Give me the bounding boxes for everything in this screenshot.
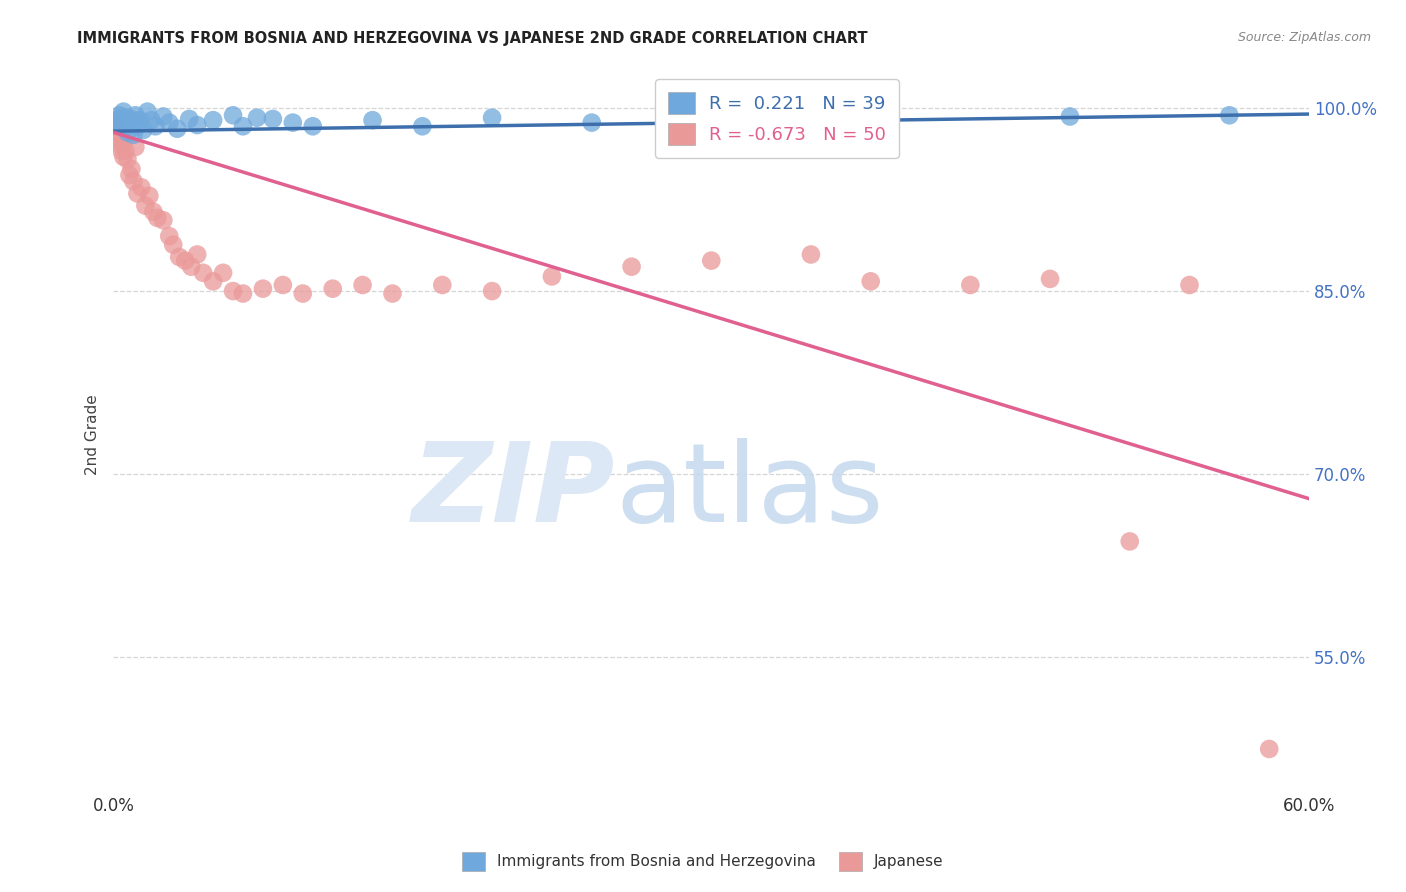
- Point: [1258, 742, 1281, 756]
- Point: [411, 120, 433, 134]
- Point: [136, 104, 159, 119]
- Point: [108, 137, 131, 152]
- Point: [186, 118, 208, 132]
- Point: [959, 278, 981, 293]
- Point: [800, 247, 823, 261]
- Point: [1039, 272, 1062, 286]
- Point: [143, 120, 166, 134]
- Point: [127, 120, 149, 134]
- Point: [1218, 108, 1240, 122]
- Point: [166, 121, 188, 136]
- Point: [157, 229, 180, 244]
- Point: [108, 112, 131, 126]
- Point: [152, 110, 174, 124]
- Text: ZIP: ZIP: [412, 438, 616, 545]
- Point: [212, 266, 235, 280]
- Point: [124, 108, 146, 122]
- Point: [481, 284, 503, 298]
- Point: [110, 128, 132, 142]
- Point: [262, 112, 284, 126]
- Point: [232, 286, 254, 301]
- Point: [246, 111, 269, 125]
- Point: [291, 286, 314, 301]
- Point: [110, 115, 132, 129]
- Point: [122, 128, 145, 142]
- Point: [179, 112, 201, 126]
- Point: [352, 278, 374, 293]
- Point: [432, 278, 454, 293]
- Point: [481, 111, 503, 125]
- Point: [112, 150, 135, 164]
- Point: [222, 108, 245, 122]
- Point: [108, 108, 131, 122]
- Point: [620, 260, 643, 274]
- Point: [117, 153, 139, 167]
- Point: [114, 111, 136, 125]
- Point: [117, 125, 139, 139]
- Point: [1178, 278, 1201, 293]
- Point: [720, 113, 742, 128]
- Point: [122, 174, 145, 188]
- Point: [271, 278, 294, 293]
- Point: [120, 161, 142, 176]
- Point: [167, 250, 190, 264]
- Point: [322, 282, 344, 296]
- Point: [186, 247, 208, 261]
- Point: [301, 120, 323, 134]
- Point: [152, 213, 174, 227]
- Point: [162, 237, 184, 252]
- Point: [252, 282, 274, 296]
- Point: [222, 284, 245, 298]
- Point: [700, 253, 723, 268]
- Point: [114, 144, 136, 158]
- Point: [381, 286, 404, 301]
- Point: [281, 115, 304, 129]
- Point: [112, 120, 135, 135]
- Point: [120, 112, 142, 126]
- Point: [202, 274, 225, 288]
- Text: IMMIGRANTS FROM BOSNIA AND HERZEGOVINA VS JAPANESE 2ND GRADE CORRELATION CHART: IMMIGRANTS FROM BOSNIA AND HERZEGOVINA V…: [77, 31, 868, 46]
- Point: [132, 123, 155, 137]
- Point: [581, 115, 603, 129]
- Point: [107, 113, 129, 128]
- Legend: R =  0.221   N = 39, R = -0.673   N = 50: R = 0.221 N = 39, R = -0.673 N = 50: [655, 79, 898, 158]
- Point: [110, 144, 132, 158]
- Point: [1119, 534, 1142, 549]
- Point: [104, 114, 127, 128]
- Text: Source: ZipAtlas.com: Source: ZipAtlas.com: [1237, 31, 1371, 45]
- Point: [124, 140, 146, 154]
- Point: [157, 115, 180, 129]
- Point: [146, 211, 169, 225]
- Y-axis label: 2nd Grade: 2nd Grade: [86, 394, 100, 475]
- Point: [112, 104, 135, 119]
- Point: [141, 113, 163, 128]
- Point: [174, 253, 197, 268]
- Point: [1059, 110, 1081, 124]
- Point: [134, 199, 156, 213]
- Point: [180, 260, 202, 274]
- Point: [104, 120, 127, 135]
- Point: [127, 186, 149, 201]
- Point: [118, 118, 141, 132]
- Point: [541, 269, 564, 284]
- Point: [191, 266, 214, 280]
- Point: [138, 189, 160, 203]
- Point: [202, 113, 225, 128]
- Point: [118, 168, 141, 182]
- Point: [859, 120, 882, 134]
- Point: [232, 120, 254, 134]
- Text: atlas: atlas: [616, 438, 884, 545]
- Point: [131, 180, 153, 194]
- Point: [128, 113, 150, 128]
- Point: [107, 131, 129, 145]
- Point: [107, 118, 129, 132]
- Legend: Immigrants from Bosnia and Herzegovina, Japanese: Immigrants from Bosnia and Herzegovina, …: [453, 843, 953, 880]
- Point: [112, 135, 135, 149]
- Point: [361, 113, 384, 128]
- Point: [859, 274, 882, 288]
- Point: [142, 204, 165, 219]
